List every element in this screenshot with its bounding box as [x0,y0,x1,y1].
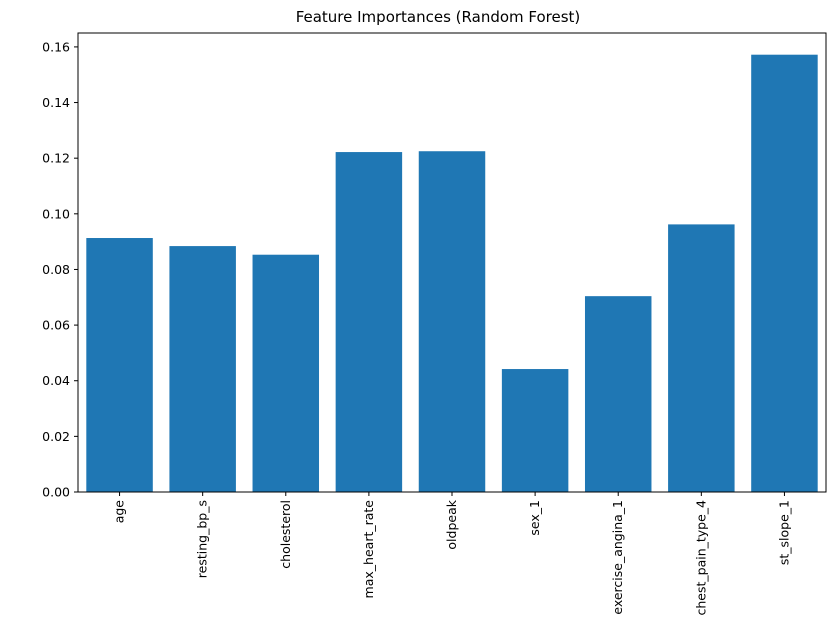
x-tick-label: st_slope_1 [776,500,791,565]
x-tick-label: chest_pain_type_4 [693,500,708,616]
y-axis: 0.00 0.02 0.04 0.06 0.08 0.10 0.12 0.14 0.16 [42,39,78,500]
y-tick-label: 0.08 [42,262,70,277]
y-tick-label: 0.00 [42,485,70,500]
bar-oldpeak [418,151,486,492]
y-tick-label: 0.04 [42,373,70,388]
x-tick-label: cholesterol [278,500,293,569]
bar-exercise_angina_1 [584,296,652,492]
plot-frame [77,32,827,493]
y-tick-label: 0.06 [42,318,70,333]
bar-st_slope_1 [751,54,818,492]
y-tick-label: 0.02 [42,429,70,444]
x-tick-label: max_heart_rate [361,500,376,599]
x-tick-label: sex_1 [527,500,542,536]
y-tick-label: 0.14 [42,95,70,110]
x-tick-label: exercise_angina_1 [610,500,625,615]
y-tick-label: 0.10 [42,206,70,221]
bar-age [86,238,153,492]
x-axis: age resting_bp_s cholesterol max_heart_rate… [112,492,791,616]
x-tick-label: age [112,500,127,524]
x-tick-label: resting_bp_s [195,500,210,578]
y-tick-label: 0.12 [42,151,70,166]
bars-layer [86,54,818,492]
bar-resting_bp_s [169,246,236,492]
bar-cholesterol [252,254,320,492]
x-tick-label: oldpeak [444,499,459,549]
y-tick-label: 0.16 [42,39,70,54]
bar-max_heart_rate [335,152,403,492]
chart-title: Feature Importances (Random Forest) [296,8,581,26]
bar-sex_1 [501,369,569,492]
bar-chest_pain_type_4 [668,224,735,492]
